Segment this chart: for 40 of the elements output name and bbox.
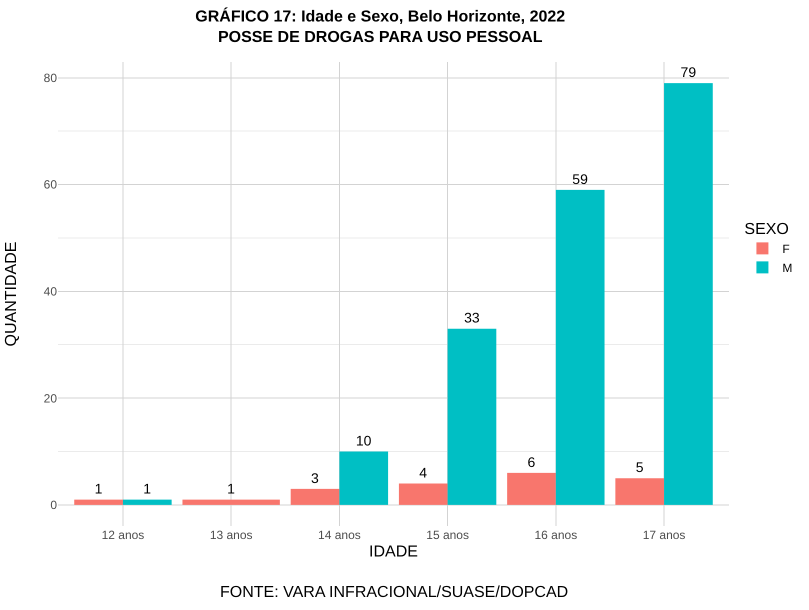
x-tick-label: 12 anos [102, 528, 144, 542]
data-label: 10 [356, 432, 372, 449]
y-tick-label: 20 [44, 391, 58, 406]
x-tick-label: 14 anos [318, 528, 361, 542]
bar [74, 500, 123, 505]
data-label: 6 [527, 454, 536, 470]
data-label: 33 [464, 310, 480, 326]
y-tick-label: 40 [44, 284, 58, 299]
legend-label: F [782, 242, 790, 256]
legend-label: M [782, 261, 792, 276]
y-axis-title: QUANTIDADE [3, 242, 20, 346]
y-tick-label: 60 [44, 178, 58, 192]
chart-subtitle: POSSE DE DROGAS PARA USO PESSOAL [218, 29, 543, 46]
x-tick-label: 13 anos [210, 528, 253, 542]
y-tick-label: 0 [50, 498, 58, 512]
data-label: 59 [572, 170, 588, 187]
chart-title: GRÁFICO 17: Idade e Sexo, Belo Horizonte, 2022 [195, 6, 566, 26]
legend-title: SEXO [744, 220, 789, 238]
bar [615, 478, 664, 505]
x-axis-title: IDADE [369, 544, 418, 561]
x-tick-label: 15 anos [426, 528, 469, 542]
bar [556, 190, 605, 505]
bar [122, 500, 172, 505]
data-label: 79 [680, 64, 696, 80]
bar [398, 484, 448, 505]
data-label: 3 [311, 470, 320, 486]
x-tick-label: 17 anos [642, 528, 686, 542]
source-note: FONTE: VARA INFRACIONAL/SUASE/DOPCAD [220, 584, 568, 601]
x-tick-label: 16 anos [534, 528, 578, 542]
data-label: 1 [227, 480, 236, 497]
bar [339, 452, 388, 505]
data-label: 5 [636, 459, 644, 476]
data-label: 1 [94, 480, 103, 497]
bar [290, 488, 340, 505]
bar [448, 328, 496, 505]
y-tick-label: 80 [44, 70, 58, 85]
data-label: 1 [143, 480, 152, 497]
bar [507, 472, 556, 505]
bar [664, 83, 713, 505]
data-label: 4 [419, 464, 428, 481]
